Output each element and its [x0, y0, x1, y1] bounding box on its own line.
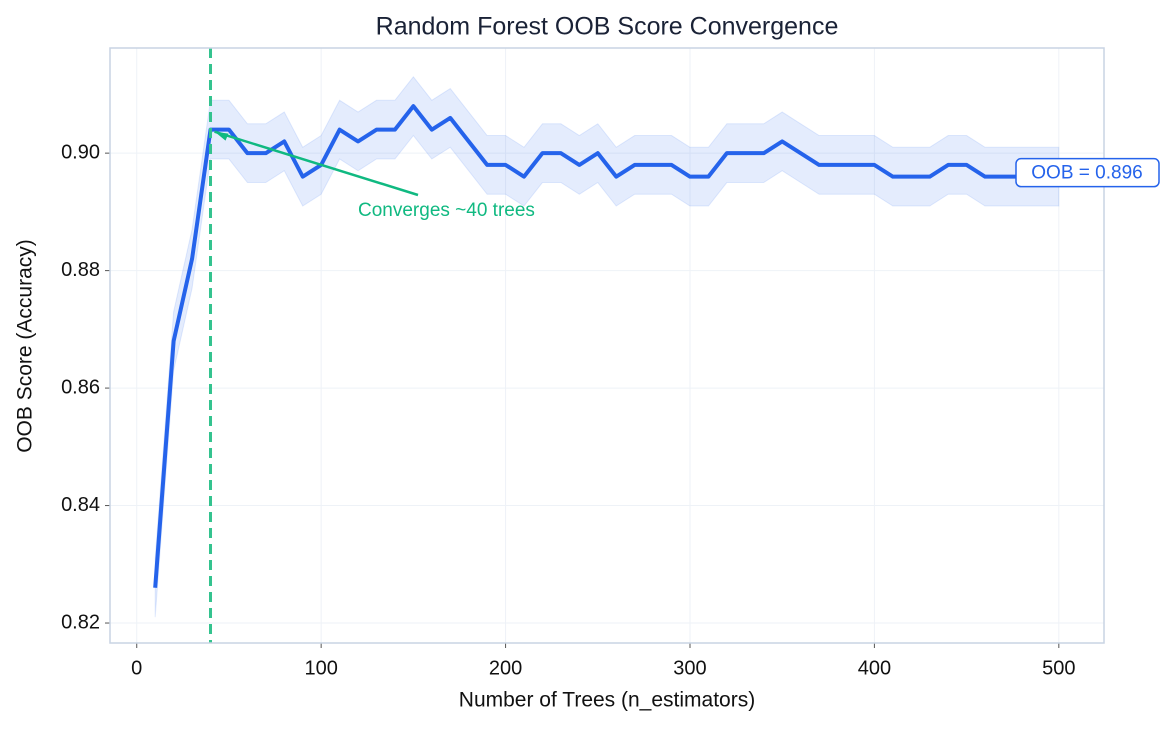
x-tick-label: 500	[1042, 657, 1075, 679]
x-tick-label: 400	[858, 657, 891, 679]
x-tick-label: 100	[304, 657, 337, 679]
annotation-arrow	[214, 130, 419, 197]
x-tick-label: 200	[489, 657, 522, 679]
y-tick-label: 0.86	[61, 376, 100, 398]
y-tick-label: 0.88	[61, 259, 100, 281]
frame	[109, 47, 1105, 644]
x-axis-label: Number of Trees (n_estimators)	[459, 689, 755, 712]
line	[153, 104, 1059, 588]
y-tick-label: 0.82	[61, 611, 100, 633]
confidence-band	[154, 75, 1060, 618]
arrow-head	[214, 131, 229, 141]
annotation-text: Converges ~40 trees	[358, 200, 535, 221]
y-axis-label: OOB Score (Accuracy)	[14, 239, 37, 453]
y-tick-label: 0.84	[61, 494, 100, 516]
y-tick-label: 0.90	[61, 141, 100, 163]
x-tick-label: 0	[131, 657, 142, 679]
chart-title: Random Forest OOB Score Convergence	[376, 13, 839, 41]
x-tick-label: 300	[673, 657, 706, 679]
annotation-box	[1015, 157, 1160, 188]
annotation-text: OOB = 0.896	[1031, 163, 1142, 184]
